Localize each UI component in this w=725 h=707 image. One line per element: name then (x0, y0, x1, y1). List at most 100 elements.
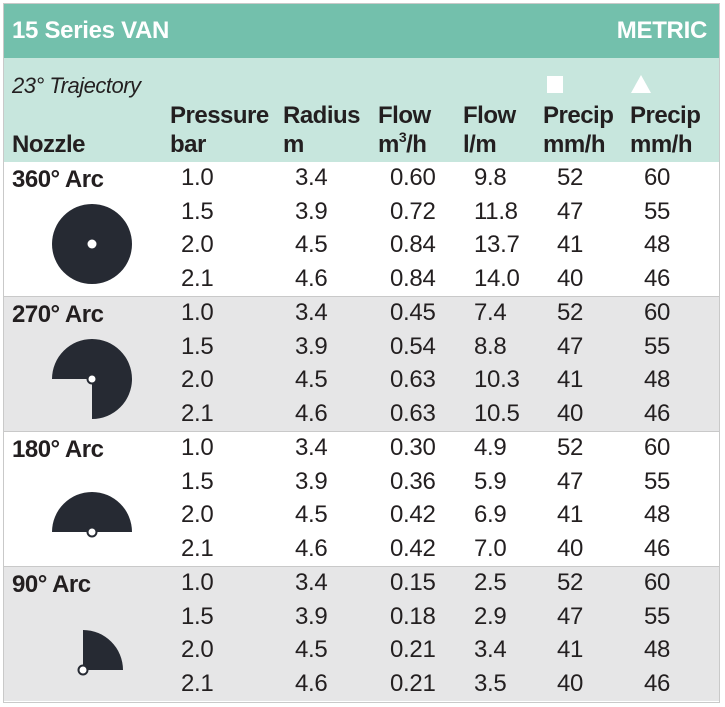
table-row: 2.1 4.6 0.84 14.0 40 46 (4, 263, 719, 297)
header-nozzle-label: Nozzle (12, 131, 86, 158)
precip-square-cell: 41 (557, 366, 584, 393)
precip-square-cell: 52 (557, 434, 584, 461)
header-precip-triangle-unit: mm/h (630, 131, 693, 158)
flow-lm-cell: 10.3 (474, 366, 520, 393)
radius-cell: 4.5 (295, 231, 328, 258)
precip-square-cell: 47 (557, 467, 584, 495)
precip-triangle-cell: 60 (644, 569, 671, 596)
header-pressure: Pressure bar (170, 101, 269, 159)
precip-square-cell: 52 (557, 299, 584, 326)
flow-m3h-cell: 0.36 (390, 467, 436, 495)
flow-lm-cell: 8.8 (474, 332, 507, 360)
pressure-cell: 2.0 (181, 231, 214, 258)
pressure-cell: 2.0 (181, 501, 214, 528)
flow-m3h-cell: 0.18 (390, 602, 436, 630)
precip-square-cell: 47 (557, 197, 584, 225)
radius-cell: 4.6 (295, 399, 328, 427)
flow-m3h-cell: 0.21 (390, 669, 436, 697)
flow-lm-cell: 6.9 (474, 501, 507, 528)
flow-lm-cell: 4.9 (474, 434, 507, 461)
precip-square-cell: 41 (557, 636, 584, 663)
precip-square-cell: 41 (557, 501, 584, 528)
arc-group-90: 90° Arc (4, 567, 719, 701)
precip-square-cell: 52 (557, 164, 584, 191)
flow-m3h-cell: 0.42 (390, 534, 436, 562)
flow-lm-cell: 7.0 (474, 534, 507, 562)
square-spacing-icon (547, 76, 563, 93)
precip-triangle-cell: 48 (644, 231, 671, 258)
flow-lm-cell: 9.8 (474, 164, 507, 191)
table-row: 2.1 4.6 0.63 10.5 40 46 (4, 398, 719, 432)
header-radius-unit: m (283, 131, 304, 158)
pressure-cell: 2.0 (181, 636, 214, 663)
radius-cell: 3.4 (295, 569, 328, 596)
pressure-cell: 1.0 (181, 164, 214, 191)
table-row: 2.0 4.5 0.42 6.9 41 48 (4, 499, 719, 533)
precip-square-cell: 40 (557, 264, 584, 292)
table-row: 1.0 3.4 0.45 7.4 52 60 (4, 297, 719, 331)
pressure-cell: 2.1 (181, 669, 214, 697)
precip-triangle-cell: 60 (644, 164, 671, 191)
header-flow-m3h-unit: m3/h (378, 129, 427, 158)
radius-cell: 3.4 (295, 434, 328, 461)
flow-lm-cell: 5.9 (474, 467, 507, 495)
flow-lm-cell: 13.7 (474, 231, 520, 258)
column-header: 23° Trajectory Nozzle Pressure bar Radiu… (4, 58, 719, 162)
flow-m3h-cell: 0.63 (390, 366, 436, 393)
radius-cell: 3.9 (295, 467, 328, 495)
triangle-spacing-icon (631, 75, 651, 93)
precip-triangle-cell: 46 (644, 534, 671, 562)
series-title: 15 Series VAN (12, 17, 170, 44)
three-quarter-arc-icon (52, 339, 132, 419)
flow-m3h-cell: 0.54 (390, 332, 436, 360)
header-flow-lm: Flow l/m (463, 101, 516, 159)
precip-triangle-cell: 46 (644, 264, 671, 292)
precip-square-cell: 40 (557, 669, 584, 697)
group-divider (4, 566, 719, 567)
trajectory-label: 23° Trajectory (12, 73, 141, 98)
pressure-cell: 1.5 (181, 602, 214, 630)
pressure-cell: 1.0 (181, 434, 214, 461)
flow-m3h-cell: 0.42 (390, 501, 436, 528)
pressure-cell: 1.0 (181, 569, 214, 596)
pressure-cell: 1.5 (181, 332, 214, 360)
table-row: 1.0 3.4 0.60 9.8 52 60 (4, 162, 719, 196)
table-row: 1.0 3.4 0.15 2.5 52 60 (4, 567, 719, 601)
pressure-cell: 1.5 (181, 467, 214, 495)
radius-cell: 3.4 (295, 299, 328, 326)
header-precip-square-unit: mm/h (543, 131, 606, 158)
header-nozzle: Nozzle (12, 130, 86, 159)
header-flow-lm-unit: l/m (463, 131, 497, 158)
header-flow-m3h-label: Flow (378, 102, 431, 129)
arc-label: 360° Arc (12, 166, 104, 193)
precip-triangle-cell: 48 (644, 366, 671, 393)
flow-lm-cell: 3.4 (474, 636, 507, 663)
nozzle-performance-table: 15 Series VAN METRIC 23° Trajectory Nozz… (3, 3, 720, 703)
arc-label: 180° Arc (12, 436, 104, 463)
header-precip-square: Precip mm/h (543, 101, 614, 159)
precip-square-cell: 40 (557, 534, 584, 562)
table-row: 2.0 4.5 0.63 10.3 41 48 (4, 364, 719, 398)
pressure-cell: 2.0 (181, 366, 214, 393)
arc-group-270: 270° Arc (4, 297, 719, 431)
full-circle-arc-icon (52, 204, 132, 284)
radius-cell: 4.5 (295, 501, 328, 528)
precip-square-cell: 47 (557, 332, 584, 360)
precip-triangle-cell: 55 (644, 602, 671, 630)
flow-m3h-cell: 0.60 (390, 164, 436, 191)
radius-cell: 3.4 (295, 164, 328, 191)
group-divider (4, 431, 719, 432)
flow-m3h-cell: 0.84 (390, 264, 436, 292)
flow-lm-cell: 3.5 (474, 669, 507, 697)
table-row: 2.1 4.6 0.21 3.5 40 46 (4, 668, 719, 702)
pressure-cell: 2.1 (181, 399, 214, 427)
table-row: 1.5 3.9 0.72 11.8 47 55 (4, 196, 719, 230)
header-pressure-label: Pressure (170, 102, 269, 129)
header-radius-label: Radius (283, 102, 361, 129)
arc-group-180: 180° Arc (4, 432, 719, 566)
flow-lm-cell: 2.9 (474, 602, 507, 630)
radius-cell: 4.5 (295, 366, 328, 393)
flow-lm-cell: 2.5 (474, 569, 507, 596)
radius-cell: 4.5 (295, 636, 328, 663)
pressure-cell: 1.0 (181, 299, 214, 326)
